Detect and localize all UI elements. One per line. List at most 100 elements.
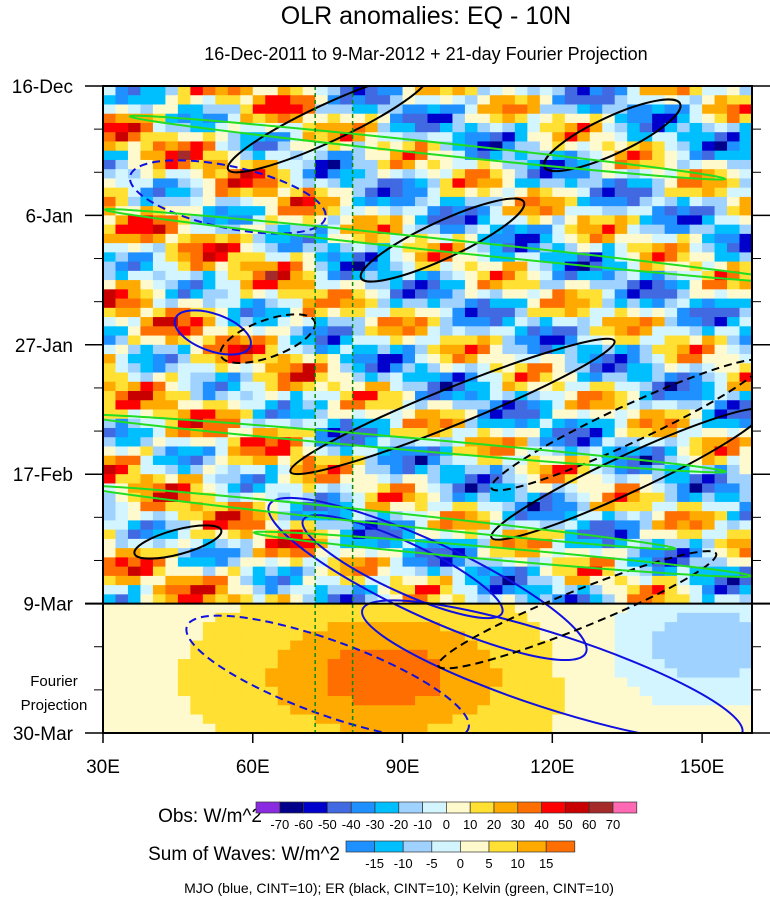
field-cell xyxy=(277,686,291,697)
field-cell xyxy=(727,677,741,688)
field-cell xyxy=(589,566,603,577)
field-cell xyxy=(390,566,404,577)
field-cell xyxy=(427,243,441,253)
field-cell xyxy=(390,326,404,337)
field-cell xyxy=(190,483,204,494)
field-cell xyxy=(639,612,653,623)
field-cell xyxy=(564,344,578,355)
field-cell xyxy=(227,122,241,133)
field-cell xyxy=(464,714,478,725)
field-cell xyxy=(240,363,254,374)
field-cell xyxy=(477,400,491,410)
field-cell xyxy=(577,446,591,457)
field-cell xyxy=(240,529,254,540)
field-cell xyxy=(290,206,304,216)
field-cell xyxy=(664,86,678,96)
field-cell xyxy=(227,363,241,374)
field-cell xyxy=(415,335,428,346)
field-cell xyxy=(527,548,541,558)
field-cell xyxy=(227,307,241,318)
field-cell xyxy=(252,483,266,494)
field-cell xyxy=(377,233,391,244)
field-cell xyxy=(165,427,179,438)
field-cell xyxy=(689,206,703,216)
field-cell xyxy=(127,723,141,733)
field-cell xyxy=(390,575,404,586)
field-cell xyxy=(527,723,541,733)
field-cell xyxy=(664,270,678,281)
field-cell xyxy=(340,705,354,716)
field-cell xyxy=(477,215,491,226)
field-cell xyxy=(227,603,241,614)
field-cell xyxy=(103,132,116,142)
field-cell xyxy=(739,187,752,198)
field-cell xyxy=(240,354,254,364)
field-cell xyxy=(589,372,603,383)
field-cell xyxy=(539,668,553,679)
field-cell xyxy=(202,280,216,290)
field-cell xyxy=(402,224,416,235)
field-cell xyxy=(489,464,503,475)
field-cell xyxy=(103,464,116,475)
field-cell xyxy=(127,307,141,318)
field-cell xyxy=(427,363,441,374)
field-cell xyxy=(627,529,641,540)
field-cell xyxy=(315,594,329,605)
field-cell xyxy=(664,122,678,133)
field-cell xyxy=(103,270,116,281)
field-cell xyxy=(227,446,241,457)
field-cell xyxy=(477,178,491,189)
field-cell xyxy=(689,243,703,253)
field-cell xyxy=(252,585,266,595)
field-cell xyxy=(227,391,241,401)
y-tick-label: 6-Jan xyxy=(25,206,73,227)
field-cell xyxy=(589,492,603,503)
field-cell xyxy=(390,261,404,272)
field-cell xyxy=(415,631,428,642)
field-cell xyxy=(514,622,528,632)
field-cell xyxy=(702,723,716,733)
field-cell xyxy=(664,585,678,595)
field-cell xyxy=(577,187,591,198)
field-cell xyxy=(677,122,691,133)
field-cell xyxy=(377,501,391,512)
field-cell xyxy=(177,622,191,632)
field-cell xyxy=(664,206,678,216)
field-cell xyxy=(552,474,566,484)
field-cell xyxy=(564,714,578,725)
field-cell xyxy=(277,113,291,124)
field-cell xyxy=(502,538,516,549)
field-cell xyxy=(277,141,291,152)
x-tick-label: 120E xyxy=(530,757,574,778)
field-cell xyxy=(627,132,641,142)
field-cell xyxy=(352,391,366,401)
field-cell xyxy=(514,363,528,374)
field-cell xyxy=(227,261,241,272)
field-cell xyxy=(714,363,728,374)
field-cell xyxy=(452,187,466,198)
field-cell xyxy=(402,529,416,540)
field-cell xyxy=(103,335,116,346)
field-cell xyxy=(664,224,678,235)
field-cell xyxy=(589,520,603,531)
field-cell xyxy=(115,427,129,438)
field-cell xyxy=(340,409,354,420)
field-cell xyxy=(415,686,428,697)
field-cell xyxy=(627,511,641,521)
field-cell xyxy=(390,668,404,679)
field-cell xyxy=(452,289,466,300)
field-cell xyxy=(589,511,603,521)
field-cell xyxy=(227,196,241,207)
field-cell xyxy=(689,714,703,725)
field-cell xyxy=(302,474,316,484)
field-cell xyxy=(140,381,154,392)
field-cell xyxy=(402,511,416,521)
field-cell xyxy=(727,446,741,457)
field-cell xyxy=(589,95,603,105)
field-cell xyxy=(152,511,166,521)
field-cell xyxy=(227,659,241,669)
field-cell xyxy=(290,723,304,733)
field-cell xyxy=(614,631,628,642)
field-cell xyxy=(290,640,304,651)
field-cell xyxy=(202,464,216,475)
